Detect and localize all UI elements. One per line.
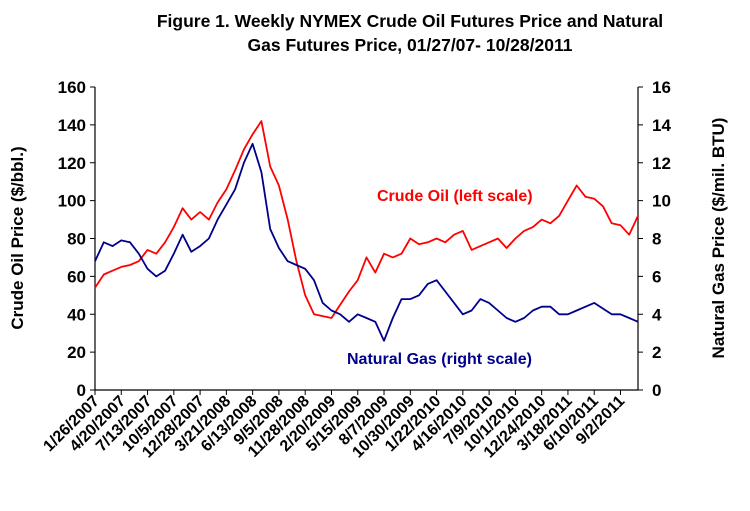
- y-axis-right-label: Natural Gas Price ($/mil. BTU): [709, 118, 728, 359]
- y-axis-left-label: Crude Oil Price ($/bbl.): [8, 146, 27, 329]
- y-axis-left-ticks: 0 20 40 60 80 100 120 140 160: [58, 78, 95, 400]
- y-left-tick-label: 20: [67, 343, 86, 362]
- y-right-tick-label: 8: [652, 230, 661, 249]
- y-right-tick-label: 10: [652, 192, 671, 211]
- y-right-tick-label: 2: [652, 343, 661, 362]
- natural-gas-line: [94, 142, 639, 342]
- y-left-tick-label: 60: [67, 267, 86, 286]
- y-left-tick-label: 40: [67, 305, 86, 324]
- crude-oil-line: [94, 120, 639, 319]
- y-right-tick-label: 4: [652, 305, 662, 324]
- axes-group: [94, 87, 639, 391]
- series-lines: [94, 120, 639, 342]
- y-left-tick-label: 140: [58, 116, 86, 135]
- y-axis-right-ticks: 0 2 4 6 8 10 12 14 16: [638, 78, 671, 400]
- y-left-tick-label: 120: [58, 154, 86, 173]
- y-left-tick-label: 100: [58, 192, 86, 211]
- y-right-tick-label: 0: [652, 381, 661, 400]
- chart-title-line-1: Figure 1. Weekly NYMEX Crude Oil Futures…: [157, 11, 663, 31]
- chart-title: Figure 1. Weekly NYMEX Crude Oil Futures…: [157, 11, 663, 55]
- y-left-tick-label: 0: [77, 381, 86, 400]
- y-right-tick-label: 12: [652, 154, 671, 173]
- y-right-tick-label: 16: [652, 78, 671, 97]
- y-right-tick-label: 14: [652, 116, 671, 135]
- natural-gas-series-label: Natural Gas (right scale): [347, 351, 532, 368]
- y-left-tick-label: 160: [58, 78, 86, 97]
- x-axis-ticks: 1/26/20074/20/20077/13/200710/5/200712/2…: [40, 390, 628, 461]
- chart-title-line-2: Gas Futures Price, 01/27/07- 10/28/2011: [248, 35, 573, 55]
- crude-oil-series-label: Crude Oil (left scale): [377, 188, 533, 205]
- y-right-tick-label: 6: [652, 267, 661, 286]
- y-left-tick-label: 80: [67, 230, 86, 249]
